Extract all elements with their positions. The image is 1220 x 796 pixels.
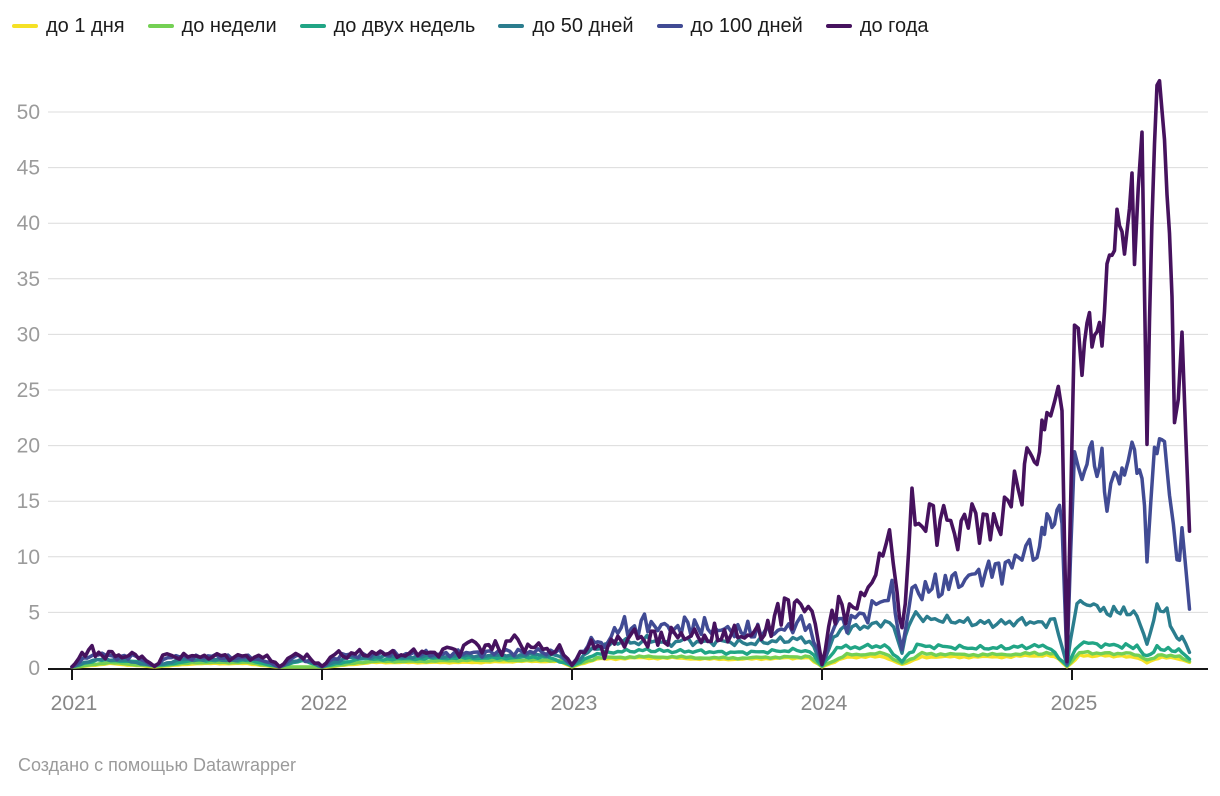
legend-item-5: до 100 дней	[656, 15, 803, 37]
series-line-6	[70, 78, 1192, 669]
legend-swatch-icon	[498, 24, 525, 28]
y-axis-tick-label: 45	[17, 157, 40, 180]
legend-swatch-icon	[299, 24, 326, 28]
legend-label: до двух недель	[333, 15, 476, 37]
y-axis-tick-label: 35	[17, 268, 40, 291]
y-axis-tick-label: 0	[28, 657, 40, 680]
legend-swatch-icon	[12, 24, 38, 28]
legend-label: до недели	[181, 15, 277, 37]
legend-item-6: до года	[825, 15, 929, 37]
y-axis-tick-label: 10	[17, 546, 40, 569]
x-axis-tick-label: 2022	[301, 692, 348, 715]
legend-item-2: до недели	[147, 15, 277, 37]
legend-item-3: до двух недель	[299, 15, 476, 37]
legend-label: до 1 дня	[46, 15, 125, 37]
x-axis-tick-label: 2024	[801, 692, 848, 715]
series-line-3	[70, 640, 1192, 669]
y-axis-tick-label: 25	[17, 379, 40, 402]
legend-label: до 50 дней	[532, 15, 634, 37]
legend-swatch-icon	[825, 24, 852, 28]
y-axis-tick-label: 5	[28, 601, 40, 624]
x-axis-tick-label: 2021	[51, 692, 98, 715]
y-axis-tick-label: 20	[17, 435, 40, 458]
y-axis-tick-label: 40	[17, 212, 40, 235]
y-axis-tick-label: 15	[17, 490, 40, 513]
legend-swatch-icon	[656, 24, 683, 28]
legend-item-1: до 1 дня	[12, 16, 125, 36]
legend-item-4: до 50 дней	[498, 15, 634, 37]
y-axis-tick-label: 50	[17, 101, 40, 124]
x-axis-tick-label: 2023	[551, 692, 598, 715]
attribution-link[interactable]: Создано с помощью Datawrapper	[18, 755, 297, 775]
legend-label: до 100 дней	[690, 15, 803, 37]
y-axis-tick-label: 30	[17, 323, 40, 346]
x-axis-tick-label: 2025	[1051, 692, 1098, 715]
legend-swatch-icon	[147, 24, 174, 28]
legend: до 1 дня до недели до двух недель до 50 дне…	[12, 16, 929, 36]
legend-label: до года	[859, 15, 929, 37]
